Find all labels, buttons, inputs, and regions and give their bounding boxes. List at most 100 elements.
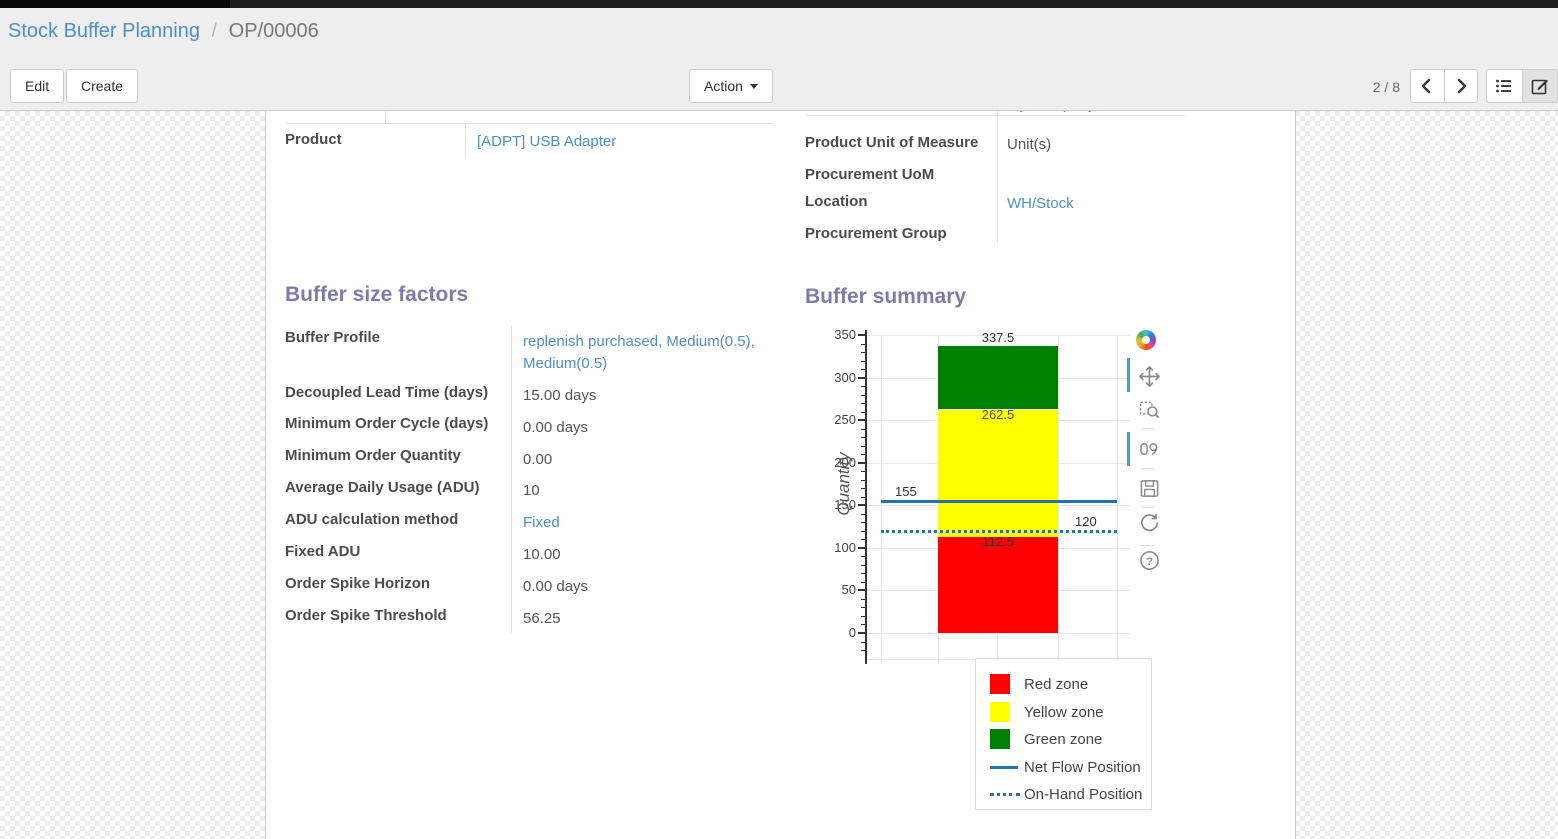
legend-item-on-hand-position[interactable]: On-Hand Position <box>990 783 1142 805</box>
column-divider <box>997 111 998 243</box>
y-axis-major-tick <box>858 334 865 336</box>
square-swatch <box>990 729 1010 749</box>
help-icon[interactable]: ? <box>1138 549 1160 571</box>
y-axis-minor-tick <box>861 496 865 498</box>
order-spike-horizon-label: Order Spike Horizon <box>285 575 431 592</box>
legend-item-net-flow-position[interactable]: Net Flow Position <box>990 756 1141 778</box>
modebar-active-indicator <box>1127 358 1130 392</box>
decoupled-lead-time-label: Decoupled Lead Time (days) <box>285 384 489 401</box>
fixed-adu-label: Fixed ADU <box>285 543 361 560</box>
list-view-icon <box>1496 79 1512 93</box>
modebar-divider <box>1141 428 1155 429</box>
y-axis-minor-tick <box>861 343 865 345</box>
value-unit: days <box>564 387 597 404</box>
min-order-cycle-label: Minimum Order Cycle (days) <box>285 415 489 432</box>
legend-swatch <box>990 765 1024 769</box>
y-axis-minor-tick <box>861 394 865 396</box>
x-gridline <box>1058 335 1059 659</box>
y-axis-major-tick <box>858 589 865 592</box>
y-tick-label: 0 <box>848 625 856 640</box>
y-axis-minor-tick <box>861 650 865 652</box>
net-flow-position-line <box>881 500 1117 504</box>
red-zone-bar <box>938 537 1058 633</box>
y-gridline <box>866 335 1130 336</box>
compare-on-hover-icon[interactable] <box>1138 438 1160 460</box>
net-flow-position-label: 155 <box>895 484 917 500</box>
row-separator <box>285 123 772 124</box>
y-axis-minor-tick <box>861 607 865 609</box>
order-spike-threshold-label: Order Spike Threshold <box>285 607 447 624</box>
company-link-clipped[interactable]: My Company <box>1007 111 1095 113</box>
box-zoom-icon[interactable] <box>1138 398 1160 420</box>
y-axis-minor-tick <box>861 530 865 532</box>
list-view-button[interactable] <box>1487 70 1522 102</box>
y-axis-minor-tick <box>861 581 865 583</box>
product-link[interactable]: [ADPT] USB Adapter <box>477 133 617 150</box>
form-view-button[interactable] <box>1521 70 1557 102</box>
action-dropdown-button[interactable]: Action <box>689 69 773 103</box>
y-tick-label: 350 <box>834 327 856 342</box>
y-axis-minor-tick <box>861 556 865 558</box>
content-background: My Company Product [ADPT] USB Adapter Pr… <box>0 111 1558 839</box>
modebar-divider <box>1141 507 1155 508</box>
edit-button[interactable]: Edit <box>10 69 65 103</box>
min-order-qty-value: 0.00 <box>523 451 553 468</box>
order-spike-horizon-value: 0.00 days <box>523 578 588 595</box>
product-uom-label: Product Unit of Measure <box>805 134 979 151</box>
procurement-group-label: Procurement Group <box>805 225 947 242</box>
min-order-qty-label: Minimum Order Quantity <box>285 447 461 464</box>
x-gridline <box>881 335 882 659</box>
pager-previous-button[interactable] <box>1411 70 1444 102</box>
square-swatch <box>990 674 1010 694</box>
value-unit: days <box>556 578 589 595</box>
product-uom-value: Unit(s) <box>1007 136 1052 153</box>
plotly-logo-icon[interactable] <box>1136 330 1156 350</box>
y-axis-minor-tick <box>861 445 865 447</box>
yellow-zone-bar <box>938 409 1058 538</box>
y-axis-minor-tick <box>861 386 865 388</box>
y-axis-minor-tick <box>861 522 865 524</box>
save-icon[interactable] <box>1138 477 1160 499</box>
x-axis-tick <box>938 659 939 664</box>
svg-text:?: ? <box>1146 555 1153 567</box>
y-axis-minor-tick <box>861 471 865 473</box>
pan-icon[interactable] <box>1138 365 1160 387</box>
legend-item-green-zone[interactable]: Green zone <box>990 728 1102 750</box>
min-order-cycle-value: 0.00 days <box>523 419 588 436</box>
adu-value: 10 <box>523 482 540 499</box>
adu-method-link[interactable]: Fixed <box>523 514 560 531</box>
legend-swatch <box>990 792 1024 796</box>
legend-label: Net Flow Position <box>1024 758 1141 776</box>
buffer-profile-link[interactable]: replenish purchased, Medium(0.5), Medium… <box>523 333 755 372</box>
pager-next-button[interactable] <box>1443 70 1478 102</box>
legend-label: Green zone <box>1024 730 1103 748</box>
adu-label: Average Daily Usage (ADU) <box>285 479 480 496</box>
legend-item-yellow-zone[interactable]: Yellow zone <box>990 701 1104 723</box>
y-axis-major-tick <box>858 504 865 507</box>
chevron-right-icon <box>1457 78 1466 94</box>
create-button[interactable]: Create <box>66 69 139 103</box>
y-gridline <box>866 633 1130 634</box>
location-link[interactable]: WH/Stock <box>1007 195 1074 212</box>
x-axis-tick <box>881 659 882 664</box>
square-swatch <box>990 702 1010 722</box>
fixed-adu-value: 10.00 <box>523 546 561 563</box>
breadcrumb-parent-link[interactable]: Stock Buffer Planning <box>8 20 200 42</box>
y-axis-minor-tick <box>861 539 865 541</box>
legend-label: Red zone <box>1024 675 1089 693</box>
modebar-active-indicator <box>1127 432 1130 466</box>
pager-counter: 2 / 8 <box>1372 79 1400 95</box>
zone-value-label: 337.5 <box>981 329 1015 345</box>
column-divider <box>465 123 466 158</box>
caret-down-icon <box>749 83 758 89</box>
form-sheet: My Company Product [ADPT] USB Adapter Pr… <box>265 111 1296 839</box>
y-axis-minor-tick <box>861 369 865 371</box>
reset-axes-icon[interactable] <box>1138 511 1160 533</box>
y-axis-minor-tick <box>861 360 865 362</box>
y-axis-minor-tick <box>861 598 865 600</box>
legend-item-red-zone[interactable]: Red zone <box>990 673 1088 695</box>
y-axis-major-tick <box>858 376 865 379</box>
location-label: Location <box>805 193 868 210</box>
green-zone-bar <box>938 345 1058 410</box>
record-pager <box>1410 69 1478 103</box>
